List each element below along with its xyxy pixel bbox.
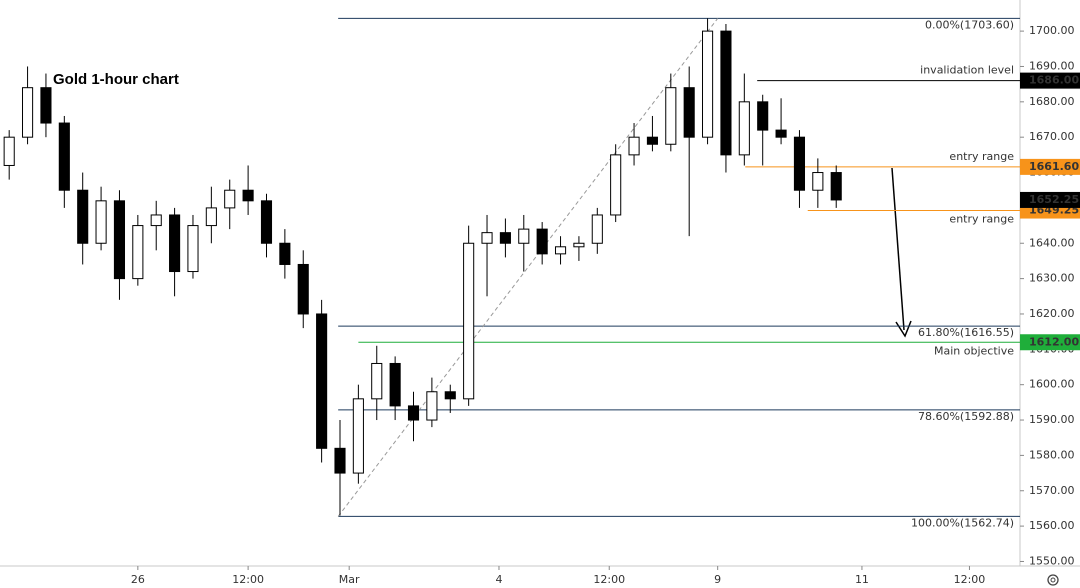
y-tick-label: 1590.00	[1029, 413, 1075, 426]
x-tick-label: 12:00	[954, 573, 986, 586]
candle-body	[224, 189, 236, 209]
level-text: invalidation level	[920, 64, 1014, 77]
candle-body	[665, 87, 677, 145]
settings-icon[interactable]	[1047, 574, 1059, 586]
price-tag	[1020, 158, 1080, 175]
y-tick-label: 1680.00	[1029, 95, 1075, 108]
fib-label: 0.00%(1703.60)	[925, 18, 1014, 31]
candle-body	[279, 242, 291, 265]
x-tick-label: 11	[855, 573, 869, 586]
candle-body	[389, 362, 401, 407]
candle-body	[775, 129, 787, 138]
candle-body	[371, 362, 383, 400]
x-tick-label: 26	[131, 573, 145, 586]
candle-body	[536, 228, 548, 255]
y-tick-label: 1570.00	[1029, 484, 1075, 497]
candle-body	[113, 200, 126, 280]
x-tick-label: 12:00	[593, 573, 625, 586]
fib-label: 100.00%(1562.74)	[911, 516, 1014, 529]
candle-body	[738, 101, 750, 156]
candle-body	[591, 214, 603, 244]
candle-body	[22, 87, 34, 138]
candle-body	[95, 200, 107, 244]
fib-label: 78.60%(1592.88)	[918, 410, 1014, 423]
candle-body	[352, 398, 364, 474]
candle-body	[205, 207, 217, 227]
candle-body	[702, 30, 714, 138]
candle-body	[757, 101, 769, 131]
candle-body	[830, 172, 842, 201]
candle-body	[499, 232, 511, 244]
y-tick-label: 1690.00	[1029, 59, 1075, 72]
y-tick-label: 1670.00	[1029, 130, 1075, 143]
last-price-label: 1652.25	[1029, 193, 1079, 206]
price-tag-label: 1686.00	[1029, 74, 1079, 87]
level-text: entry range	[949, 213, 1014, 226]
chart-title: Gold 1-hour chart	[53, 71, 179, 88]
last-price-tag	[1020, 191, 1080, 208]
candle-body	[334, 447, 346, 474]
candle-body	[260, 200, 273, 244]
candle-body	[242, 189, 254, 202]
candle-body	[3, 136, 15, 166]
candle-body	[132, 225, 144, 280]
candle-body	[720, 30, 732, 156]
candle-body	[444, 391, 456, 400]
x-tick-label: 12:00	[232, 573, 264, 586]
level-text: entry range	[949, 150, 1014, 163]
candle-body	[683, 87, 695, 138]
y-tick-label: 1600.00	[1029, 378, 1075, 391]
price-tag-label: 1661.60	[1029, 160, 1079, 173]
y-tick-label: 1700.00	[1029, 24, 1075, 37]
candle-body	[628, 136, 640, 156]
candle-body	[187, 225, 199, 273]
candle-body	[407, 405, 420, 421]
candle-body	[316, 313, 328, 449]
candle-body	[40, 87, 52, 124]
y-tick-label: 1630.00	[1029, 272, 1075, 285]
candle-body	[812, 172, 824, 191]
candle-body	[463, 242, 475, 400]
y-tick-label: 1620.00	[1029, 307, 1075, 320]
y-tick-label: 1550.00	[1029, 554, 1075, 567]
x-tick-label: Mar	[339, 573, 360, 586]
candle-body	[150, 214, 162, 227]
candle-body	[77, 189, 89, 244]
x-tick-label: 9	[714, 573, 721, 586]
candle-body	[610, 154, 622, 216]
level-text: Main objective	[934, 344, 1014, 357]
candle-body	[793, 136, 806, 191]
price-tag	[1020, 334, 1080, 351]
candle-body	[554, 246, 567, 255]
candle-body	[426, 391, 438, 421]
candle-body	[646, 136, 658, 145]
candle-body	[58, 122, 70, 191]
candle-body	[169, 214, 181, 273]
candle-body	[481, 232, 493, 244]
fib-label: 61.80%(1616.55)	[918, 326, 1014, 339]
candle-body	[297, 263, 309, 315]
y-tick-label: 1560.00	[1029, 519, 1075, 532]
y-tick-label: 1640.00	[1029, 236, 1075, 249]
price-tag	[1020, 72, 1080, 89]
candle-body	[518, 228, 530, 244]
x-tick-label: 4	[495, 573, 502, 586]
fib-trend-line	[337, 18, 719, 517]
price-tag-label: 1612.00	[1029, 335, 1079, 348]
candle-body	[573, 242, 585, 248]
y-tick-label: 1580.00	[1029, 448, 1075, 461]
